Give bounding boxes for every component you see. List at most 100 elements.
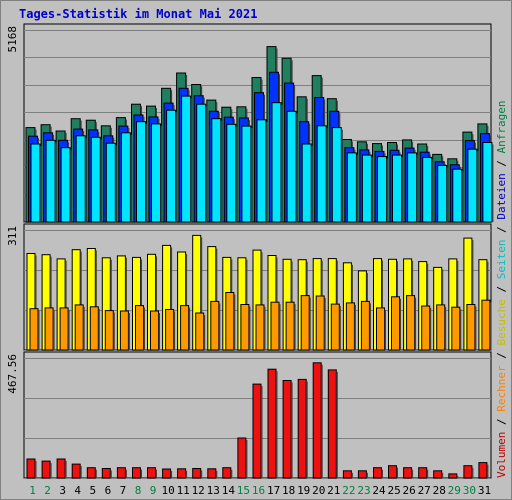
bar-seiten-day-8: [136, 121, 146, 223]
bar-seiten-day-15: [241, 125, 252, 223]
bar-seiten-day-24: [377, 156, 387, 223]
bar-shadow: [70, 149, 72, 222]
bar-shadow: [341, 129, 343, 222]
bar-shadow: [233, 294, 236, 350]
bar-shadow: [170, 247, 173, 350]
bar-rechner-day-1: [29, 308, 39, 351]
bar-volumen-day-10: [162, 468, 172, 479]
bar-shadow: [474, 306, 477, 350]
legend-separator: /: [495, 346, 508, 366]
x-tick-label: 16: [252, 484, 265, 497]
bar-volumen-day-20: [312, 362, 322, 479]
bar-shadow: [411, 469, 414, 478]
legend: Volumen / Rechner / Besuche / Seiten / D…: [495, 100, 508, 478]
bar-rechner-day-6: [104, 310, 114, 351]
bar-rechner-day-24: [376, 307, 385, 351]
bar-shadow: [113, 312, 115, 350]
bar-rechner-day-14: [225, 292, 235, 351]
bar-rechner-day-5: [89, 306, 99, 351]
x-tick-label: 13: [207, 484, 220, 497]
bar-shadow: [296, 113, 298, 222]
bar-shadow: [489, 302, 492, 350]
legend-item-besuche: Besuche: [495, 299, 508, 345]
x-tick-label: 4: [74, 484, 81, 497]
bar-volumen-day-27: [418, 467, 428, 479]
bar-volumen-day-7: [116, 467, 126, 479]
bar-volumen-day-25: [388, 465, 397, 479]
bar-shadow: [371, 157, 373, 222]
bar-shadow: [230, 469, 233, 478]
bar-shadow: [459, 309, 462, 350]
bar-shadow: [65, 260, 67, 350]
bar-seiten-day-2: [45, 139, 56, 223]
x-tick-label: 3: [59, 484, 66, 497]
bar-volumen-day-9: [147, 467, 156, 479]
bar-seiten-day-23: [361, 154, 372, 223]
legend-item-dateien: Dateien: [495, 173, 508, 219]
bar-shadow: [140, 469, 142, 478]
bar-shadow: [369, 303, 371, 350]
bar-rechner-day-11: [180, 305, 190, 351]
bar-seiten-day-26: [407, 152, 418, 223]
bar-shadow: [128, 313, 130, 350]
bar-shadow: [110, 470, 112, 478]
ymax-label-middle: 311: [6, 226, 19, 246]
bar-seiten-day-6: [105, 142, 116, 223]
bar-rechner-day-8: [135, 305, 144, 351]
bar-rechner-day-18: [285, 301, 295, 351]
bar-shadow: [401, 157, 403, 222]
legend-separator: /: [495, 220, 508, 240]
bar-seiten-day-9: [151, 123, 161, 223]
bar-shadow: [200, 237, 203, 350]
bar-rechner-day-23: [360, 300, 370, 351]
bar-shadow: [311, 146, 313, 222]
bar-shadow: [68, 309, 70, 350]
x-tick-label: 27: [418, 484, 431, 497]
bar-shadow: [215, 470, 218, 478]
bar-shadow: [399, 298, 401, 350]
bar-shadow: [276, 371, 278, 478]
bar-rechner-day-10: [165, 309, 175, 351]
bar-shadow: [306, 381, 308, 478]
bar-volumen-day-13: [207, 468, 217, 479]
legend-item-seiten: Seiten: [495, 240, 508, 280]
x-tick-label: 20: [312, 484, 325, 497]
bar-shadow: [175, 112, 178, 222]
bar-shadow: [321, 364, 323, 478]
bar-shadow: [190, 98, 193, 222]
bar-volumen-day-2: [41, 460, 51, 479]
bar-shadow: [446, 167, 449, 222]
bar-shadow: [188, 307, 191, 350]
x-tick-label: 31: [478, 484, 491, 497]
bar-shadow: [456, 260, 459, 350]
bar-shadow: [279, 304, 281, 350]
bar-seiten-day-31: [482, 142, 493, 223]
bar-shadow: [80, 251, 82, 350]
bar-shadow: [98, 308, 100, 350]
bar-shadow: [200, 470, 203, 478]
bar-seiten-day-10: [166, 109, 177, 223]
bar-shadow: [145, 123, 147, 222]
x-tick-label: 15: [237, 484, 250, 497]
bar-volumen-day-1: [26, 458, 36, 479]
bar-shadow: [40, 146, 42, 222]
x-tick-label: 11: [177, 484, 190, 497]
x-tick-label: 21: [327, 484, 340, 497]
bar-seiten-day-28: [437, 165, 448, 223]
bar-shadow: [441, 472, 444, 478]
x-tick-label: 30: [463, 484, 476, 497]
x-tick-label: 25: [387, 484, 400, 497]
legend-item-anfragen: Anfragen: [495, 100, 508, 153]
bar-shadow: [326, 127, 328, 222]
bar-rechner-day-20: [315, 295, 325, 351]
bar-seiten-day-12: [196, 103, 207, 223]
bar-rechner-day-30: [466, 304, 476, 351]
bar-shadow: [476, 151, 479, 222]
bar-shadow: [38, 310, 40, 350]
x-tick-label: 26: [402, 484, 415, 497]
bar-shadow: [218, 303, 221, 350]
x-tick-label: 8: [135, 484, 142, 497]
bar-rechner-day-13: [210, 300, 220, 351]
bar-volumen-day-18: [282, 380, 292, 479]
bar-shadow: [414, 297, 417, 350]
